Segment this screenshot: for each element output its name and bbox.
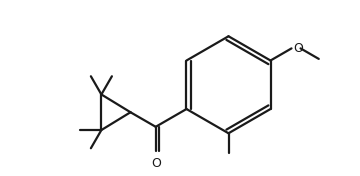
Text: O: O [293,42,303,55]
Text: O: O [152,157,162,170]
